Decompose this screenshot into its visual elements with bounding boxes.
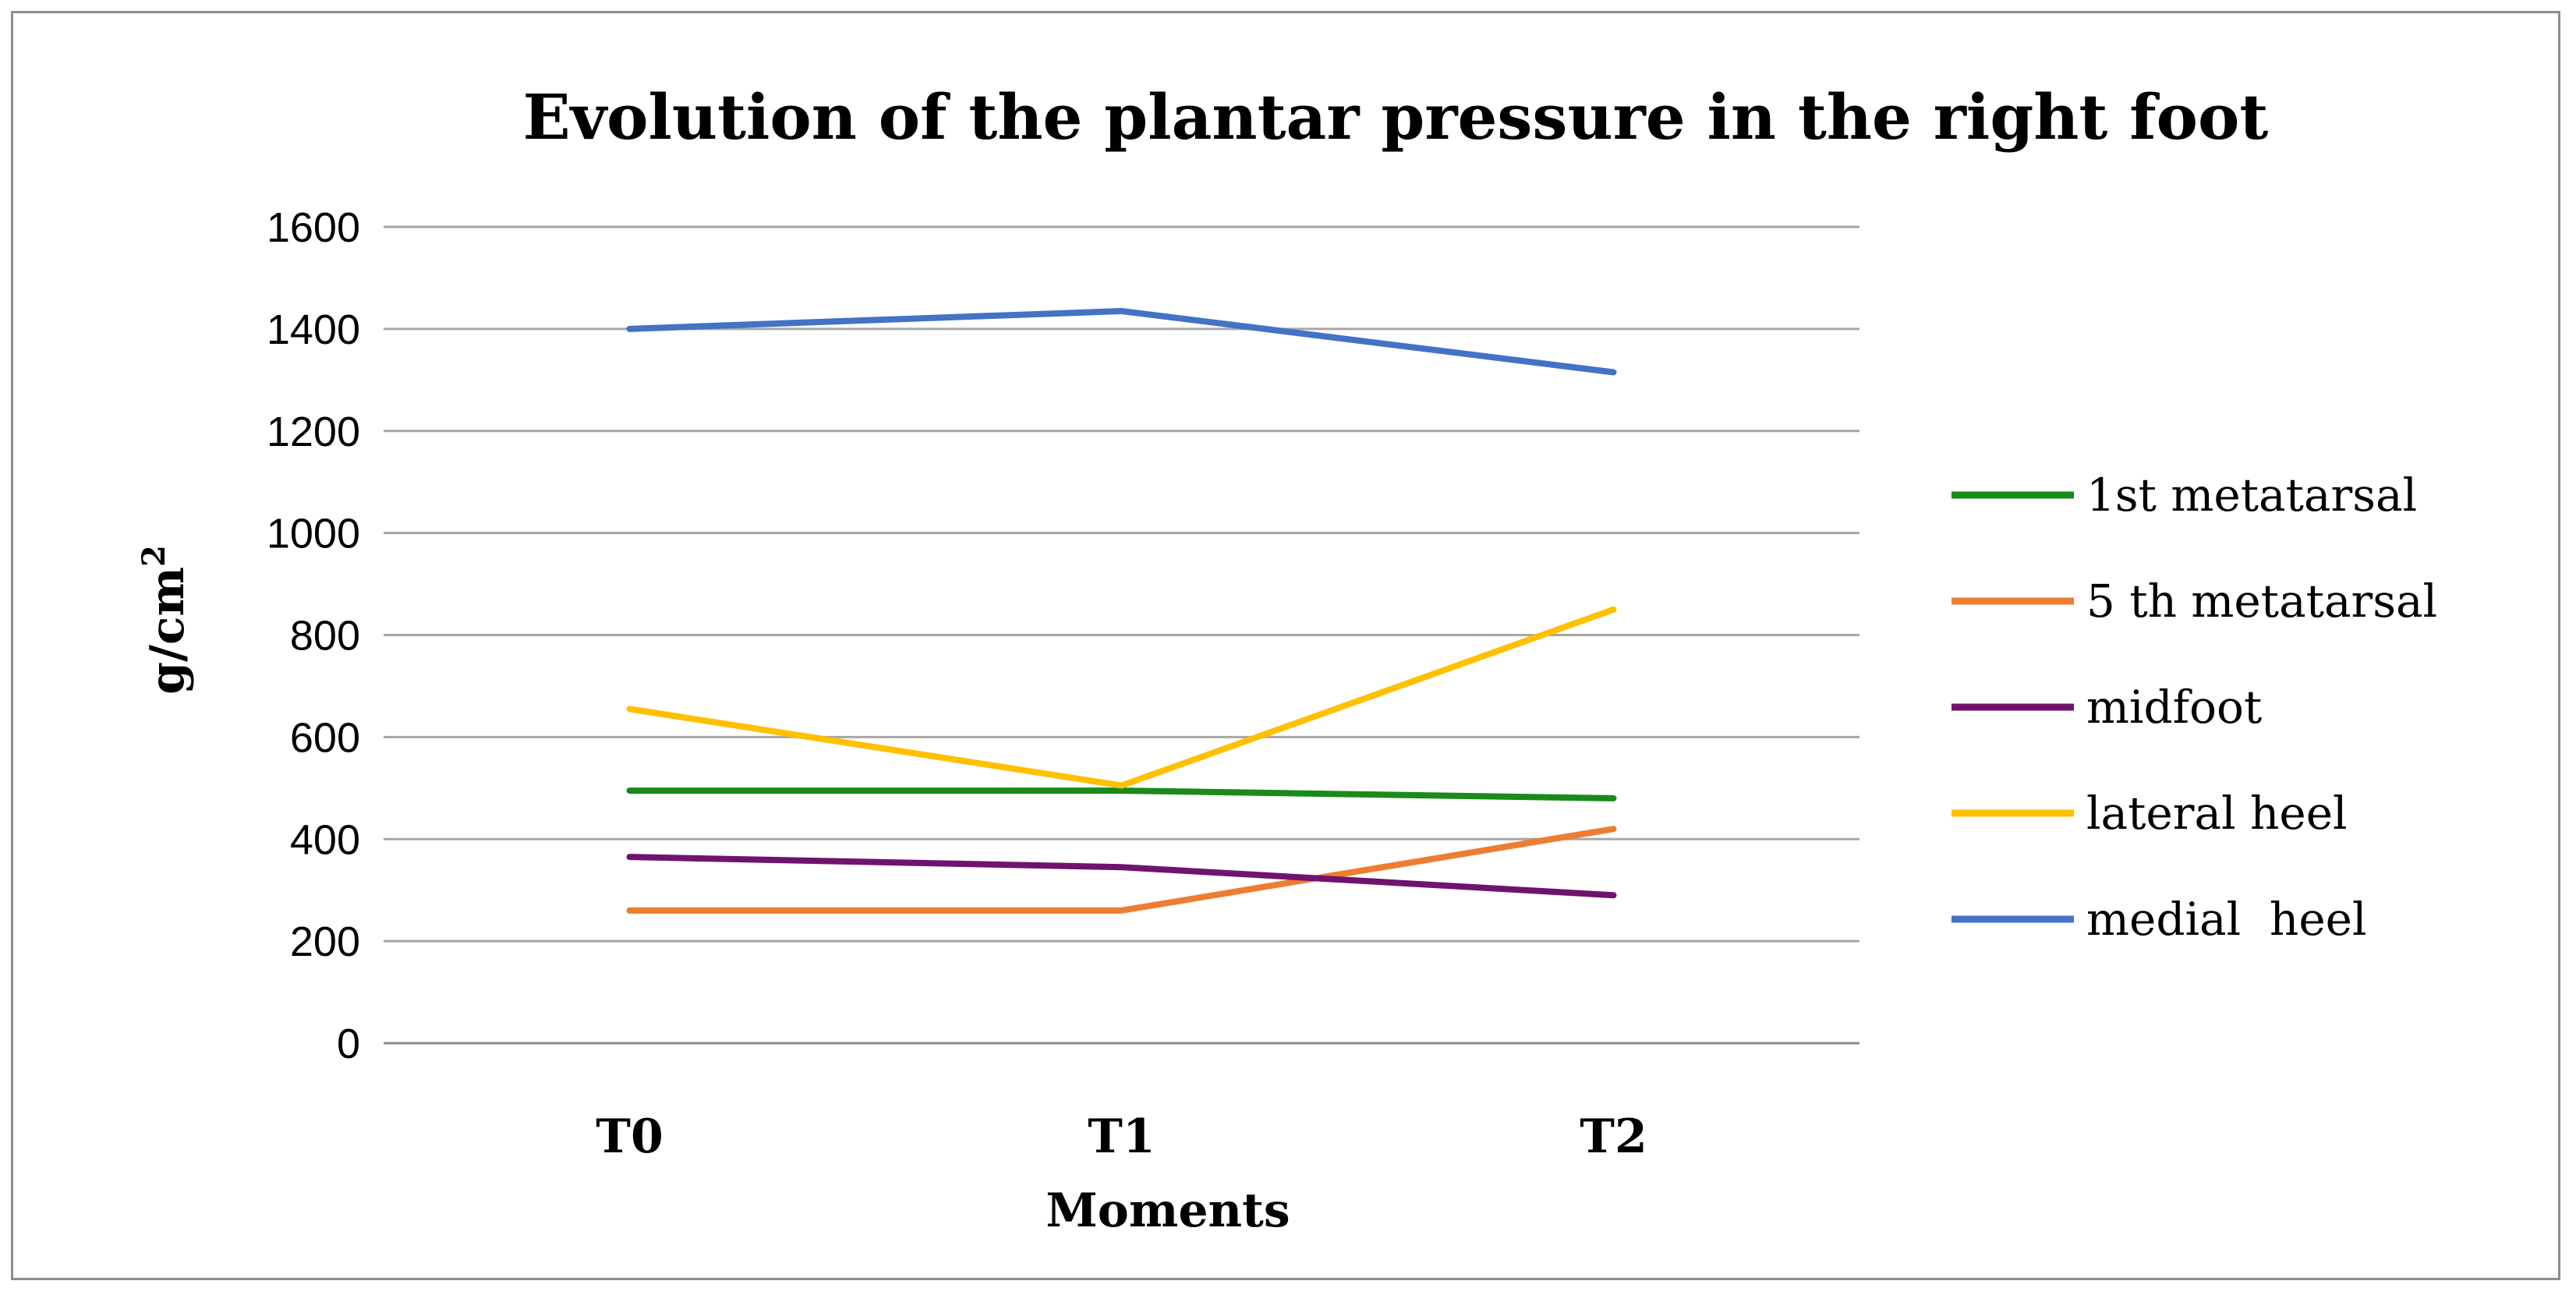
- legend-item: 1st metatarsal: [1951, 469, 2417, 522]
- y-axis-tick-labels: 0 200 400 600 800 1000 1200 1400 1600: [267, 204, 360, 1067]
- y-tick-label: 1000: [267, 511, 360, 557]
- x-axis-category-labels: T0 T1 T2: [596, 1109, 1647, 1164]
- legend-item: medial heel: [1951, 893, 2367, 946]
- x-axis-title: Moments: [1046, 1184, 1290, 1238]
- y-tick-label: 1400: [267, 306, 360, 353]
- y-tick-label: 600: [290, 714, 360, 761]
- y-tick-label: 800: [290, 613, 360, 660]
- legend-label: 5 th metatarsal: [2086, 575, 2437, 628]
- legend-label: medial heel: [2086, 893, 2367, 946]
- y-axis-title: g/cm2: [136, 545, 195, 695]
- x-category-label: T0: [596, 1109, 663, 1164]
- y-axis-title-superscript: 2: [136, 545, 172, 567]
- x-category-label: T2: [1580, 1109, 1647, 1164]
- y-tick-label: 1200: [267, 409, 360, 455]
- chart-frame: [11, 11, 2560, 1280]
- legend-item: midfoot: [1951, 681, 2262, 734]
- y-tick-label: 200: [290, 918, 360, 965]
- series-line-4: [626, 307, 1617, 376]
- y-axis-title-group: g/cm2: [136, 545, 195, 695]
- x-category-label: T1: [1088, 1109, 1155, 1164]
- series-lines: [626, 307, 1617, 914]
- y-tick-label: 1600: [267, 204, 360, 251]
- series-line-0: [626, 787, 1617, 801]
- gridlines: [384, 225, 1859, 1045]
- y-tick-label: 0: [337, 1021, 360, 1067]
- legend-item: lateral heel: [1951, 787, 2348, 840]
- series-line-2: [626, 854, 1617, 899]
- series-line-1: [626, 826, 1617, 914]
- legend: 1st metatarsal 5 th metatarsal midfoot late…: [1951, 469, 2437, 946]
- y-axis-title-base: g/cm: [140, 567, 195, 695]
- legend-label: lateral heel: [2086, 787, 2348, 840]
- legend-label: 1st metatarsal: [2086, 469, 2417, 522]
- series-line-3: [626, 606, 1617, 789]
- legend-item: 5 th metatarsal: [1951, 575, 2437, 628]
- chart-title: Evolution of the plantar pressure in the…: [523, 80, 2269, 154]
- y-tick-label: 400: [290, 816, 360, 863]
- legend-label: midfoot: [2086, 681, 2262, 734]
